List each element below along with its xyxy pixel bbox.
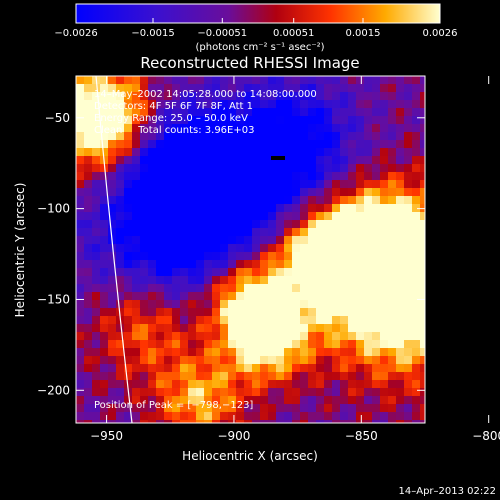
annotation-detectors: Detectors: 4F 5F 6F 7F 8F, Att 1 [94, 101, 253, 112]
colorbar-tick-label: −0.00051 [197, 28, 247, 39]
colorbar-units: (photons cm⁻² s⁻¹ asec⁻²) [195, 42, 324, 53]
peak-position-label: Position of Peak = [−798,−123] [94, 400, 253, 411]
x-tick-label: −850 [345, 429, 378, 443]
y-tick-label: −100 [37, 202, 70, 216]
colorbar [75, 3, 441, 24]
y-axis-label: Heliocentric Y (arcsec) [13, 183, 27, 318]
y-tick-label: −200 [37, 383, 70, 397]
x-tick-label: −950 [90, 429, 123, 443]
annotation-energy: Energy Range: 25.0 – 50.0 keV [94, 113, 248, 124]
annotation-time: 14–May–2002 14:05:28.000 to 14:08:00.000 [94, 89, 317, 100]
y-tick-label: −50 [45, 111, 70, 125]
x-tick-label: −900 [217, 429, 250, 443]
peak-marker [271, 156, 285, 160]
x-tick-label: −800 [472, 429, 500, 443]
colorbar-tick-label: 0.0015 [346, 28, 381, 39]
plot-frame [75, 75, 426, 424]
y-tick-label: −150 [37, 292, 70, 306]
solar-limb [95, 76, 133, 423]
colorbar-tick-label: −0.0015 [131, 28, 174, 39]
axis-ticks: −950 −900 −850 −800 −50 −100 −150 −200 [37, 76, 500, 443]
colorbar-tick-label: −0.0026 [54, 28, 97, 39]
colorbar-tick-label: 0.00051 [273, 28, 314, 39]
heatmap [76, 76, 425, 423]
footer-date: 14–Apr–2013 02:22 [399, 486, 496, 497]
annotation-counts: Clean Total counts: 3.96E+03 [94, 125, 254, 136]
colorbar-tick-label: 0.0026 [423, 28, 458, 39]
x-axis-label: Heliocentric X (arcsec) [182, 449, 318, 463]
chart-title: Reconstructed RHESSI Image [140, 54, 359, 72]
colorbar-ticks: −0.0026 −0.0015 −0.00051 0.00051 0.0015 0.002… [54, 18, 458, 39]
